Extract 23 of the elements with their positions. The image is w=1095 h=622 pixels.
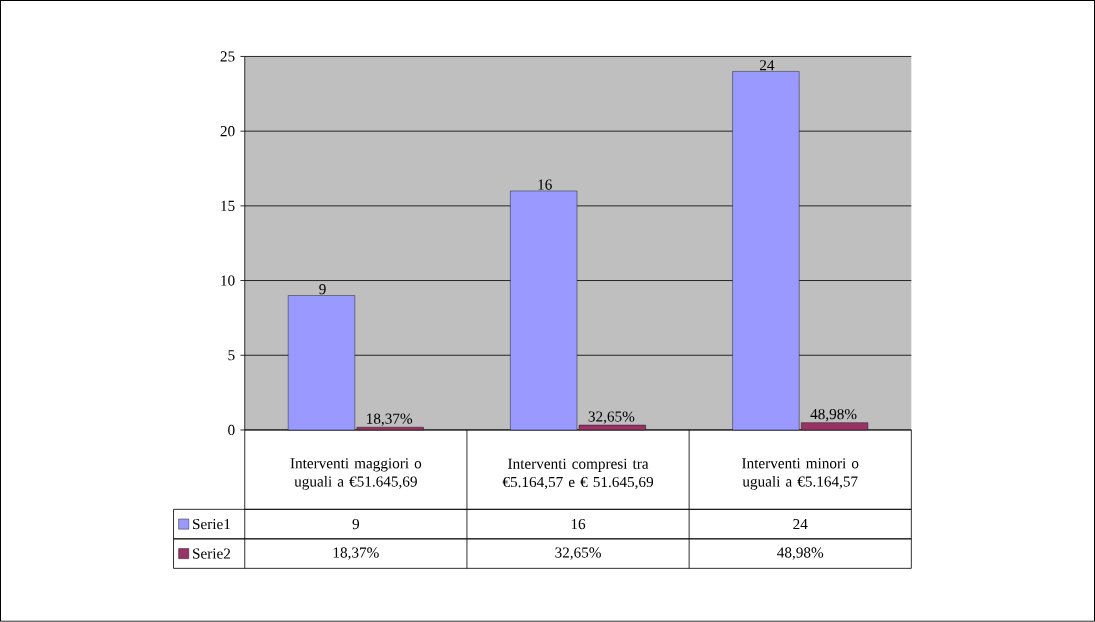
x-tick-label: Interventi compresi tra €5.164,57 e € 51.645,69 bbox=[502, 458, 654, 490]
y-tick-label: 25 bbox=[220, 51, 235, 62]
text: 18,37% bbox=[367, 413, 413, 427]
x-tick-label: Interventi maggiori o uguali a €51.645,69 bbox=[290, 458, 422, 490]
text: 32,65% bbox=[588, 411, 635, 424]
data-label: 9 bbox=[352, 519, 360, 530]
text: 48,98% bbox=[810, 409, 857, 422]
data-label: 24 bbox=[793, 519, 808, 530]
legend-label: Serie2 bbox=[193, 548, 231, 559]
data-label: 32,65% bbox=[555, 547, 601, 560]
text: 24 bbox=[759, 60, 775, 71]
text: 16 bbox=[538, 179, 552, 190]
x-tick-label: Interventi minori o uguali a €5.164,57 bbox=[742, 458, 859, 490]
y-tick-label: 15 bbox=[221, 200, 235, 212]
data-label: 18,37% bbox=[333, 547, 379, 560]
data-label: 48,98% bbox=[777, 547, 824, 560]
legend-label: Serie1 bbox=[193, 519, 230, 530]
y-tick-label: 0 bbox=[228, 424, 235, 436]
y-tick-label: 10 bbox=[221, 275, 235, 286]
y-tick-label: 20 bbox=[220, 126, 235, 137]
data-label: 16 bbox=[571, 519, 586, 530]
text: 9 bbox=[319, 284, 326, 295]
y-tick-label: 5 bbox=[228, 350, 235, 361]
